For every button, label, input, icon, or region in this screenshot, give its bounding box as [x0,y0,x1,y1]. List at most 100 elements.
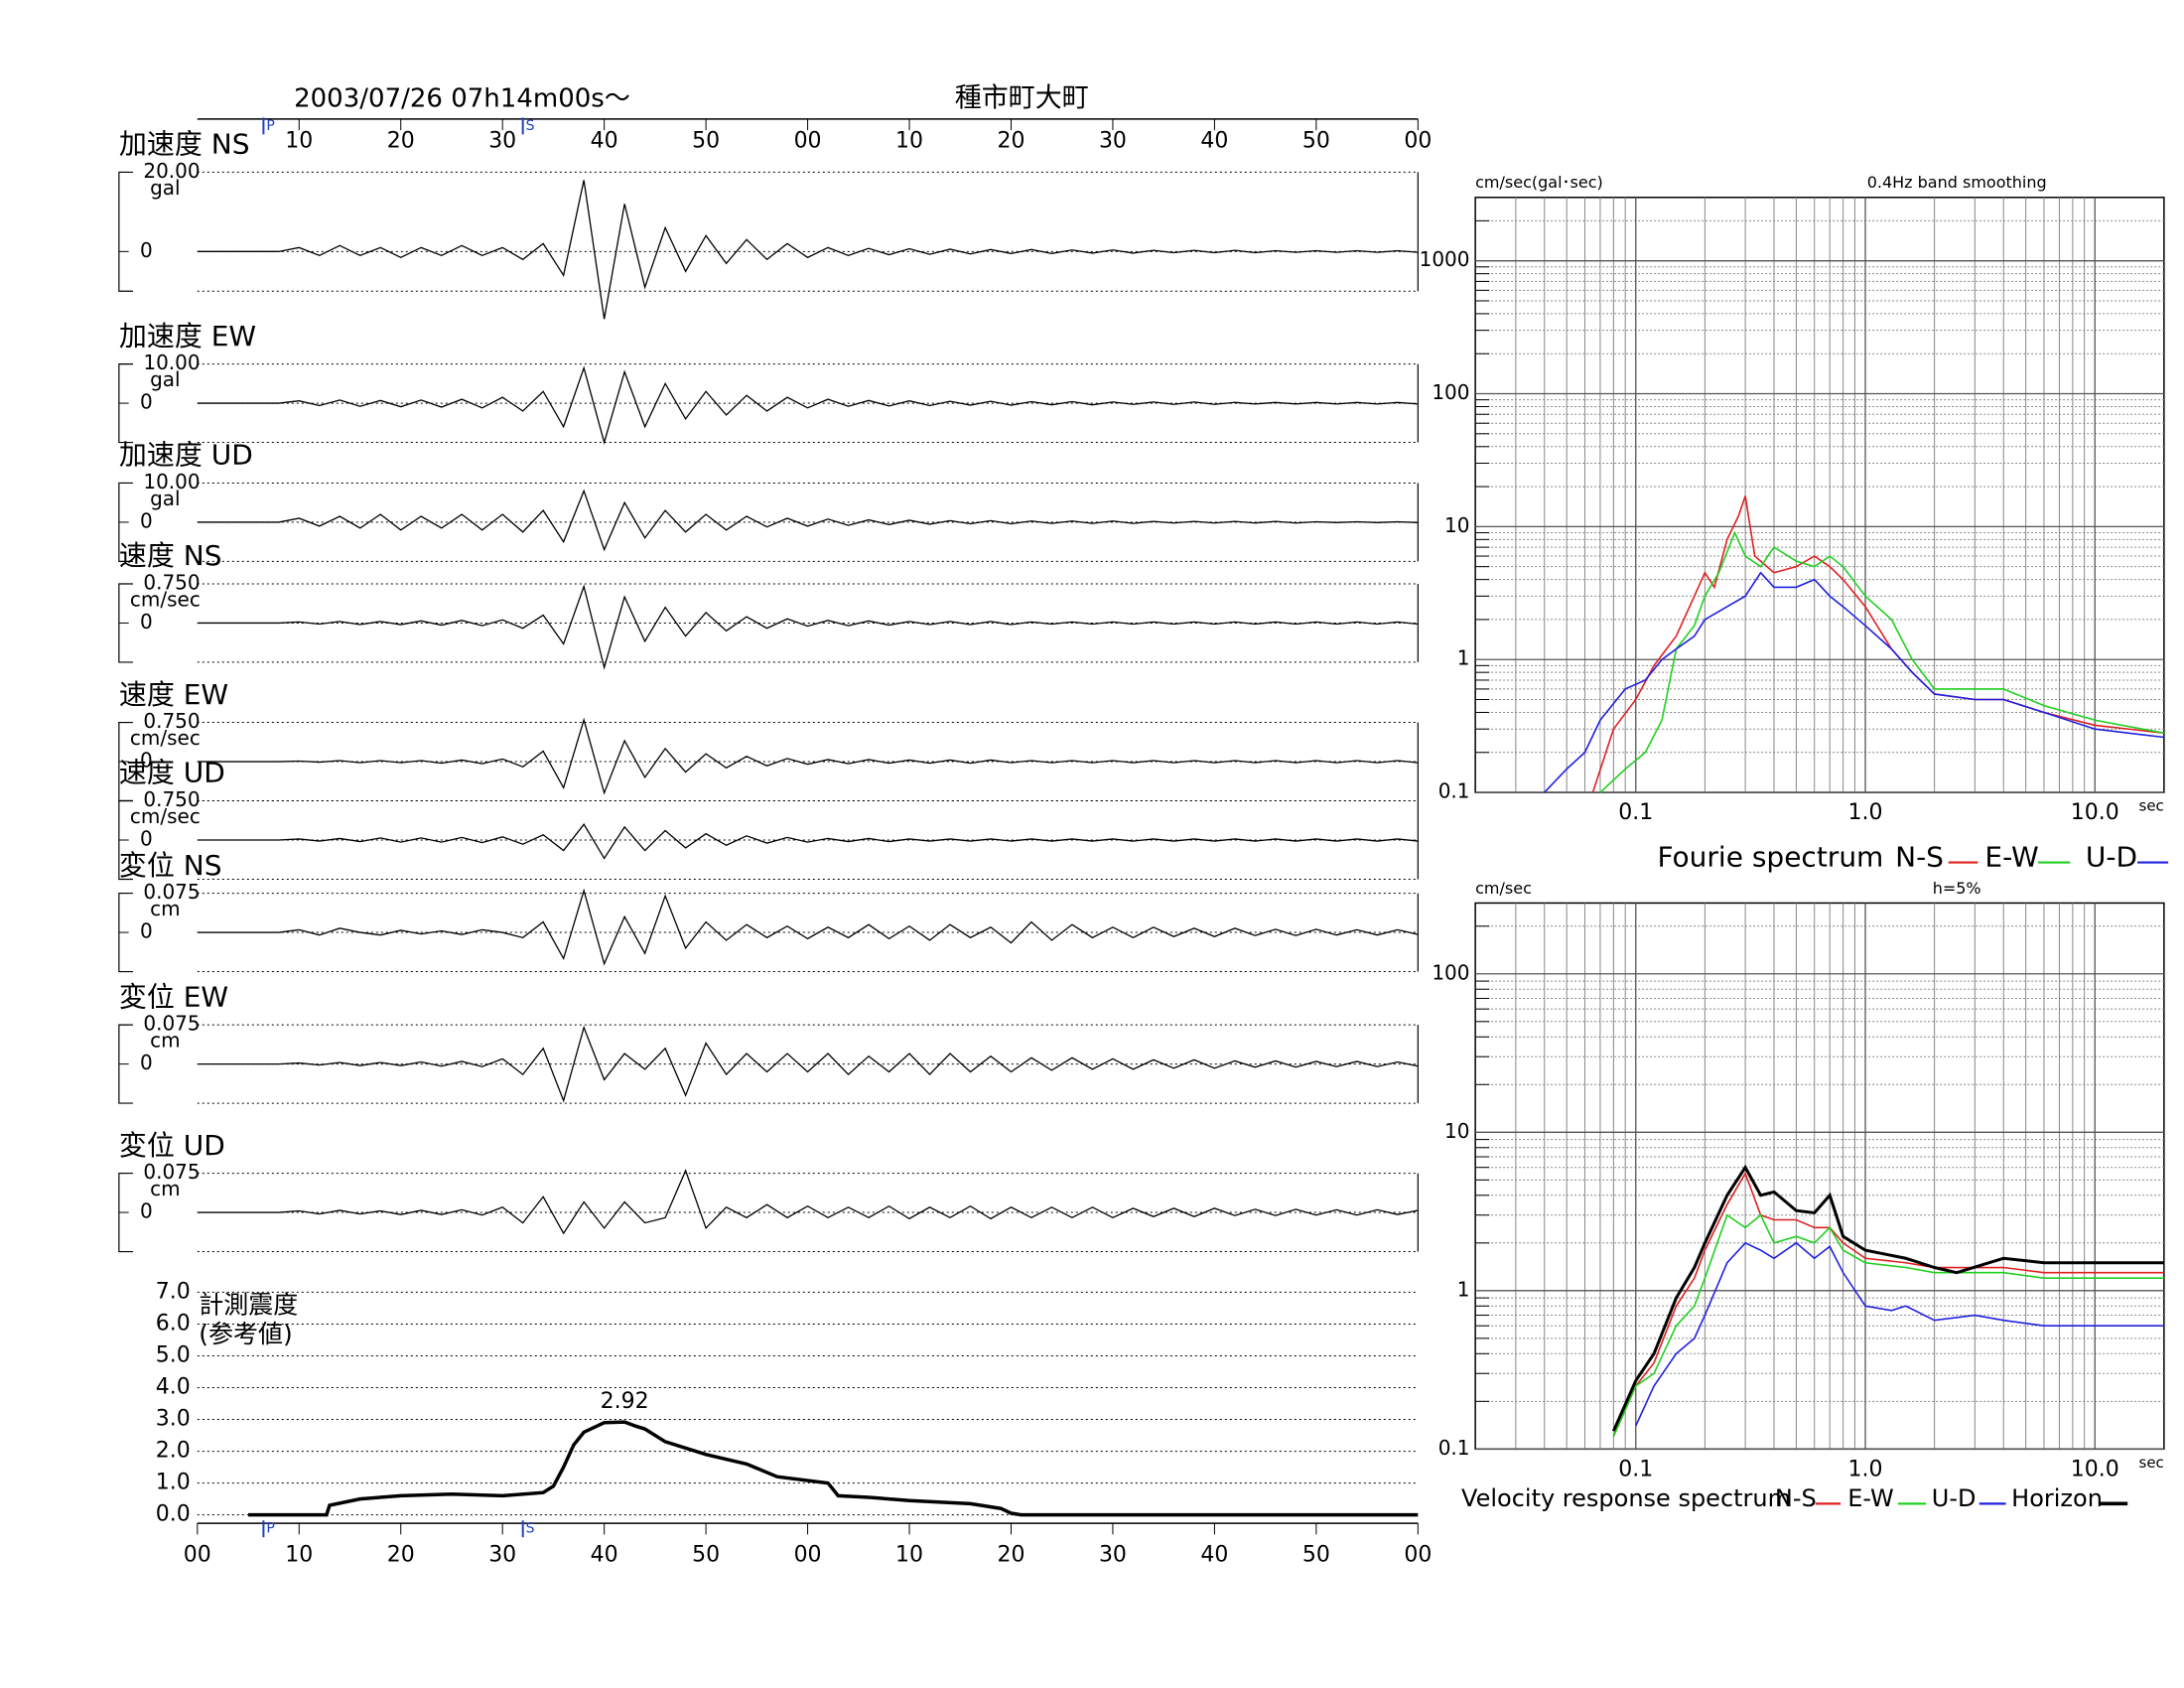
waveform-trace [197,823,1419,860]
waveform-trace [197,489,1419,552]
x-tick-label: 40 [591,128,618,153]
unit-label: gal [150,487,181,510]
x-tick-label: 20 [387,1543,415,1568]
chart-subtitle: h=5% [1933,879,1981,898]
panel-label: 変位 NS [119,849,222,882]
phase-label: S [526,118,535,134]
y-tick-label: 0 [140,390,153,414]
x-tick-label: 0.1 [1618,800,1653,825]
y-tick-label: 1 [1457,646,1470,670]
x-tick-label: 00 [1404,128,1432,153]
x-tick-label: 10 [895,1543,923,1568]
y-tick-label: 2.0 [156,1439,191,1464]
y-tick-label: 1000 [1420,247,1470,271]
unit-label: cm/sec [130,804,201,828]
y-tick-label: 0.075 [143,880,200,904]
chart-subtitle: 0.4Hz band smoothing [1867,173,2047,192]
y-axis-label: (参考値) [199,1320,293,1348]
panel-label: 変位 EW [119,980,228,1013]
unit-label: gal [150,367,181,391]
x-tick-label: 00 [1404,1543,1432,1568]
x-tick-label: 40 [1200,128,1228,153]
spectrum-line [1635,1241,2164,1427]
x-tick-label: 10 [285,1543,313,1568]
y-tick-label: 0 [140,610,153,633]
y-axis-label: cm/sec [1475,879,1532,898]
legend-label: Horizon [2011,1484,2103,1512]
spectrum-line [1611,1164,2164,1432]
x-axis-label: sec [2139,797,2164,815]
panel-label: 加速度 UD [119,439,253,472]
waveform-trace [197,888,1419,966]
y-tick-label: 0.075 [143,1012,200,1036]
x-axis-label: sec [2139,1454,2164,1472]
spectrum-line [1612,1171,2164,1438]
x-tick-label: 00 [184,1543,211,1568]
waveform-trace [197,717,1419,795]
y-tick-label: 0 [140,919,153,943]
panel-label: 速度 UD [119,757,225,789]
y-tick-label: 0.1 [1438,1436,1470,1460]
y-tick-label: 1.0 [156,1471,191,1495]
unit-label: cm [150,897,180,920]
x-tick-label: 10 [285,128,313,153]
y-tick-label: 0.1 [1438,779,1470,803]
y-tick-label: 10.00 [143,351,200,374]
x-tick-label: 20 [997,1543,1024,1568]
legend-label: U-D [1932,1484,1977,1512]
x-tick-label: 40 [1200,1543,1228,1568]
y-tick-label: 0.0 [156,1502,191,1527]
waveform-trace [197,1025,1419,1103]
waveform-trace [197,584,1419,670]
x-tick-label: 00 [794,128,822,153]
x-tick-label: 20 [997,128,1024,153]
waveform-trace [197,180,1419,320]
unit-label: cm/sec [130,587,201,611]
x-tick-label: 00 [794,1543,822,1568]
x-tick-label: 20 [387,128,415,153]
legend-title: Fourie spectrum [1657,840,1883,873]
x-tick-label: 10.0 [2071,800,2119,825]
y-tick-label: 1 [1457,1277,1470,1301]
y-tick-label: 100 [1432,380,1469,404]
y-tick-label: 0 [140,1199,153,1223]
legend-label: N-S [1775,1484,1817,1512]
y-tick-label: 0 [140,749,153,773]
y-tick-label: 7.0 [156,1279,191,1304]
y-tick-label: 4.0 [156,1375,191,1400]
x-tick-label: 10.0 [2071,1458,2119,1482]
y-tick-label: 0.750 [143,709,200,733]
phase-label: P [266,1521,274,1537]
chart-title: 2003/07/26 07h14m00s〜 [294,84,630,114]
x-tick-label: 1.0 [1848,1458,1883,1482]
legend-title: Velocity response spectrum [1461,1484,1791,1512]
panel-label: 速度 EW [119,678,228,711]
y-tick-label: 5.0 [156,1342,191,1367]
legend-label: U-D [2086,840,2137,873]
y-tick-label: 0.075 [143,1160,200,1184]
x-tick-label: 50 [1302,1543,1330,1568]
x-tick-label: 50 [692,128,720,153]
intensity-line [248,1420,1419,1517]
x-tick-label: 50 [1302,128,1330,153]
y-tick-label: 10.00 [143,470,200,493]
panel-label: 加速度 EW [119,320,256,352]
phase-label: P [266,118,274,134]
y-tick-label: 10 [1444,1119,1469,1143]
y-tick-label: 6.0 [156,1311,191,1336]
unit-label: gal [150,176,181,200]
legend-label: E-W [1847,1484,1894,1512]
y-tick-label: 0 [140,238,153,262]
y-tick-label: 0 [140,508,153,532]
waveform-trace [197,1169,1419,1235]
y-tick-label: 10 [1444,513,1469,537]
unit-label: cm [150,1029,180,1053]
unit-label: cm [150,1177,180,1200]
peak-annotation: 2.92 [601,1389,649,1414]
y-tick-label: 0 [140,827,153,851]
x-tick-label: 30 [488,128,516,153]
panel-label: 速度 NS [119,539,222,572]
station-name: 種市町大町 [955,83,1089,114]
